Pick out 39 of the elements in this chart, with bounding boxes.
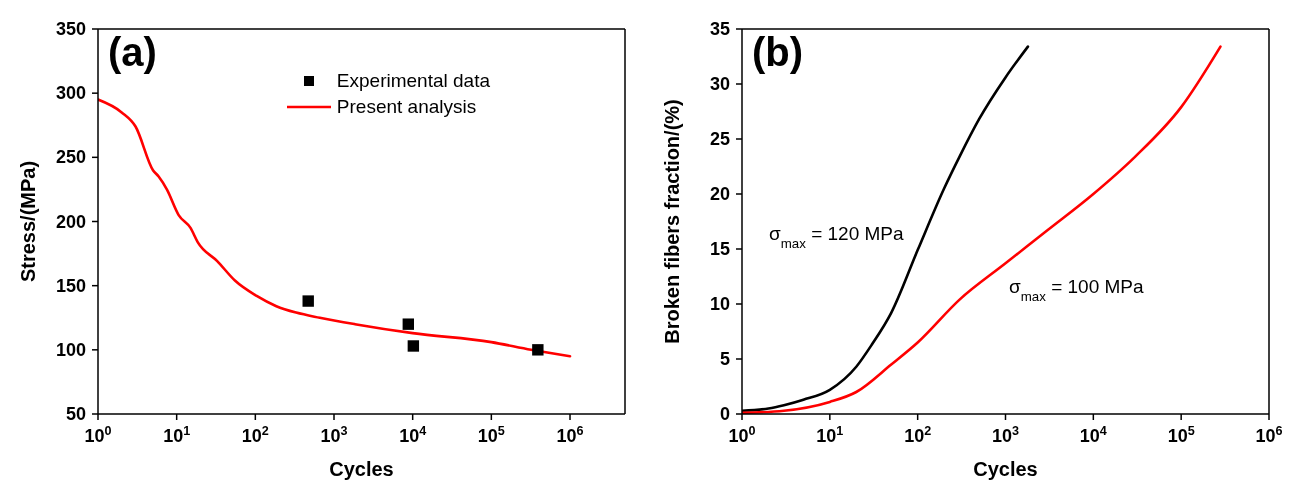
y-tick-label: 35 [709,19,730,39]
x-axis-title: Cycles [329,458,394,480]
y-axis-title: Broken fibers fraction/(%) [661,99,684,344]
x-axis-title: Cycles [973,458,1038,480]
annotation: (a) [108,30,157,75]
y-tick-label: 150 [55,275,86,296]
y-tick-label: 300 [55,83,86,104]
legend-label: Present analysis [336,96,477,118]
x-tick-label: 10$^{5}$ [1167,424,1195,446]
annotation: (b) [752,30,804,75]
x-tick-label: 10$^{6}$ [1255,424,1283,446]
x-tick-label: 10$^{3}$ [320,424,348,446]
x-tick-label: 10$^{2}$ [904,424,932,446]
x-tick-label: 10$^{5}$ [477,424,505,446]
y-tick-label: 20 [709,184,730,204]
y-tick-label: 5 [719,349,730,369]
y-axis-title: Stress/(MPa) [17,160,40,283]
y-tick-label: 25 [709,129,730,149]
y-tick-label: 250 [55,147,86,168]
y-tick-label: 15 [709,239,730,259]
x-tick-label: 10$^{1}$ [163,424,191,446]
x-tick-label: 10$^{1}$ [816,424,844,446]
y-tick-label: 10 [709,294,730,314]
x-tick-label: 10$^{4}$ [1079,424,1107,446]
annotation: σ$_{max}$ = 100 MPa [1009,276,1144,304]
legend-label: Experimental data [336,70,490,92]
y-tick-label: 350 [55,19,86,39]
x-tick-label: 10$^{2}$ [241,424,269,446]
y-tick-label: 100 [55,339,86,360]
x-tick-label: 10$^{6}$ [556,424,584,446]
x-tick-label: 10$^{4}$ [399,424,427,446]
y-tick-label: 50 [65,404,86,424]
annotation: σ$_{max}$ = 120 MPa [769,223,904,251]
x-tick-label: 10$^{3}$ [991,424,1020,446]
y-tick-label: 200 [55,211,86,232]
y-tick-label: 0 [719,404,730,424]
x-tick-label: 10$^{0}$ [728,424,756,446]
y-tick-label: 30 [709,74,730,94]
x-tick-label: 10$^{0}$ [84,424,112,446]
